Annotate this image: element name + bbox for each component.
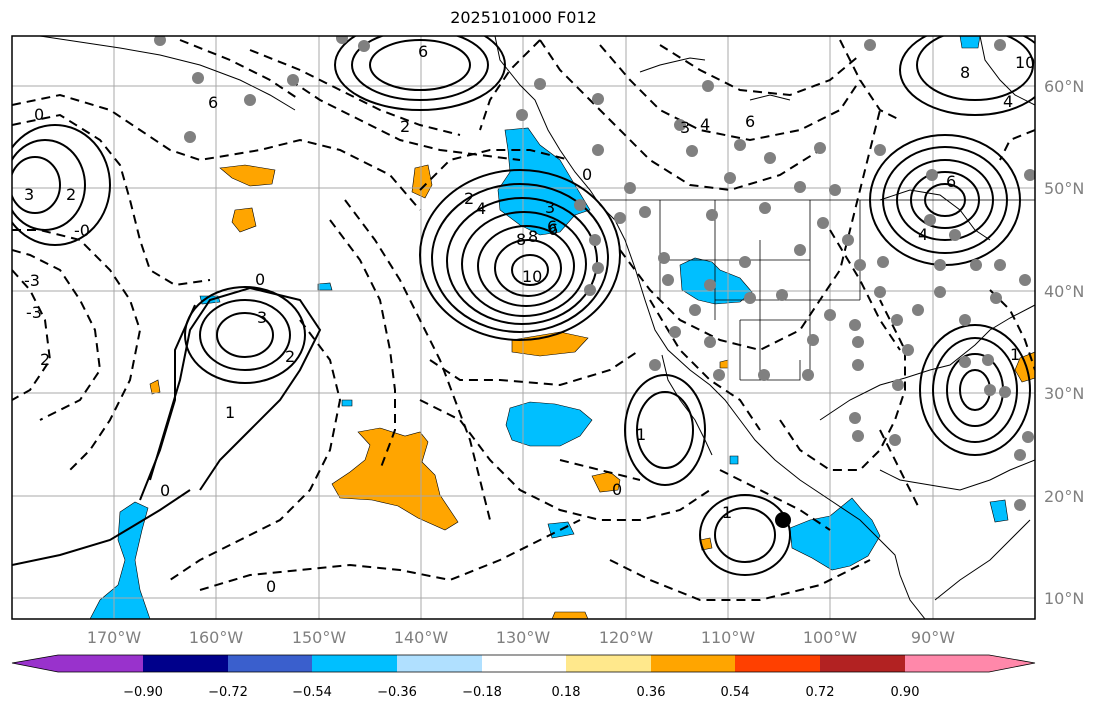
lat-label: 60°N — [1044, 77, 1084, 96]
contour-label: 1 — [1010, 345, 1020, 364]
colorbar-segment — [566, 655, 651, 672]
map-title: 2025101000 F012 — [450, 8, 597, 27]
contour-label: 10 — [1015, 53, 1035, 72]
lat-label: 30°N — [1044, 384, 1084, 403]
contour-label: 4 — [700, 115, 710, 134]
colorbar-tick: −0.54 — [292, 685, 332, 700]
contour-label: 4 — [918, 225, 928, 244]
colorbar-segment — [143, 655, 228, 672]
colorbar-segment — [820, 655, 905, 672]
latitude-labels: 60°N 50°N 40°N 30°N 20°N 10°N — [1044, 77, 1084, 608]
contour-label: 6 — [547, 217, 557, 236]
contour-label: 1 — [636, 425, 646, 444]
colorbar-tick: −0.90 — [123, 685, 163, 700]
contour-label: 1 — [225, 403, 235, 422]
contour-label: 0 — [612, 480, 622, 499]
lon-label: 130°W — [496, 628, 551, 647]
contour-label: 6 — [208, 93, 218, 112]
shaded-field-positive — [149, 164, 1035, 619]
contour-label: 0 — [34, 105, 44, 124]
lat-label: 10°N — [1044, 589, 1084, 608]
lon-label: 150°W — [292, 628, 347, 647]
dashed-contours — [12, 39, 1035, 601]
colorbar-segment — [12, 655, 58, 672]
contour-label: 2 — [66, 185, 76, 204]
contour-label: 8 — [528, 227, 538, 246]
contour-label: 3 — [545, 198, 555, 217]
contour-label: -3 — [26, 303, 42, 322]
contour-label: 4 — [1003, 92, 1013, 111]
lon-label: 140°W — [394, 628, 449, 647]
colorbar-tick: 0.18 — [552, 685, 581, 700]
contour-label: 6 — [418, 42, 428, 61]
lat-label: 20°N — [1044, 487, 1084, 506]
colorbar-tick: −0.18 — [462, 685, 502, 700]
contour-label: 1 — [722, 503, 732, 522]
colorbar-segment — [482, 655, 566, 672]
contour-label: 2 — [40, 350, 50, 369]
contour-label: -3 — [24, 271, 40, 290]
contour-label: 0 — [160, 481, 170, 500]
contour-label: 2 — [400, 117, 410, 136]
lon-label: 160°W — [189, 628, 244, 647]
contour-label: 2 — [464, 189, 474, 208]
lon-label: 100°W — [803, 628, 858, 647]
map-frame — [11, 35, 1036, 620]
lon-label: 90°W — [911, 628, 955, 647]
contour-label: 6 — [946, 172, 956, 191]
lat-label: 50°N — [1044, 179, 1084, 198]
colorbar-segment — [651, 655, 735, 672]
lon-label: 170°W — [87, 628, 142, 647]
contour-label: -0 — [74, 221, 90, 240]
contour-label: 10 — [522, 267, 542, 286]
contour-label: 8 — [960, 63, 970, 82]
colorbar-tick: −0.36 — [377, 685, 417, 700]
colorbar-segment — [989, 655, 1035, 672]
contour-labels: 6 8 6 4 2 0 3 2 -3 -0 2 0 3 2 1 0 3 6 8 … — [24, 42, 1035, 596]
colorbar: −0.90 −0.72 −0.54 −0.36 −0.18 0.18 0.36 … — [11, 654, 1036, 700]
colorbar-segment — [905, 655, 989, 672]
contour-label: 0 — [255, 270, 265, 289]
solid-contours — [12, 36, 1035, 576]
colorbar-segment — [58, 655, 143, 672]
colorbar-segment — [735, 655, 820, 672]
contour-label: 0 — [266, 577, 276, 596]
longitude-labels: 170°W 160°W 150°W 140°W 130°W 120°W 110°… — [87, 628, 955, 647]
colorbar-tick: 0.36 — [637, 685, 666, 700]
lon-label: 120°W — [599, 628, 654, 647]
contour-label: 3 — [257, 308, 267, 327]
colorbar-tick: −0.72 — [208, 685, 248, 700]
contour-label: 8 — [516, 230, 526, 249]
colorbar-segment — [228, 655, 312, 672]
shaded-field-negative — [89, 36, 1009, 619]
station-markers — [154, 36, 1035, 511]
contour-label: 3 — [24, 185, 34, 204]
contour-label: 6 — [745, 112, 755, 131]
lat-label: 40°N — [1044, 282, 1084, 301]
contour-label: 3 — [680, 118, 690, 137]
colorbar-segment — [312, 655, 397, 672]
colorbar-tick: 0.90 — [891, 685, 920, 700]
colorbar-tick: 0.54 — [721, 685, 750, 700]
contour-label: 6 — [548, 220, 558, 239]
lon-label: 110°W — [701, 628, 756, 647]
colorbar-tick: 0.72 — [806, 685, 835, 700]
contour-label: 2 — [285, 347, 295, 366]
colorbar-segment — [397, 655, 482, 672]
contour-label: 0 — [582, 165, 592, 184]
contour-label: 4 — [476, 199, 486, 218]
storm-marker — [775, 512, 791, 528]
